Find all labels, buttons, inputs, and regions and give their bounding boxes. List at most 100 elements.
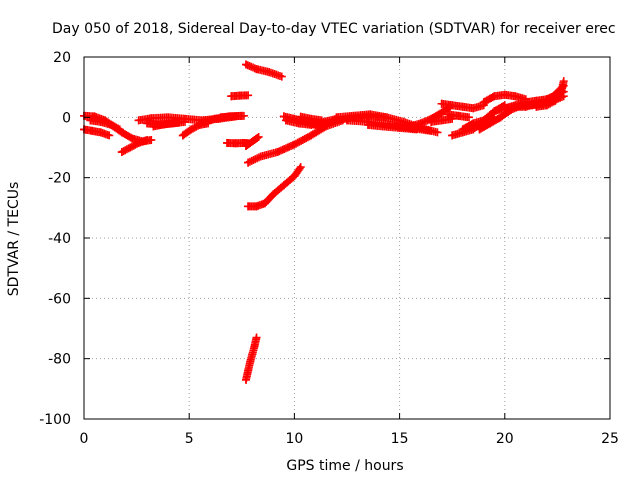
- data-point: [500, 104, 509, 113]
- data-point: [86, 116, 95, 125]
- data-point: [252, 333, 261, 342]
- data-point: [227, 112, 236, 121]
- data-point: [96, 128, 105, 137]
- data-point: [475, 125, 484, 134]
- series-arc-27: [443, 110, 474, 122]
- data-point: [246, 357, 255, 366]
- data-point: [317, 116, 326, 125]
- data-point: [542, 95, 551, 104]
- data-point: [149, 122, 158, 131]
- data-point: [500, 90, 509, 99]
- axis-ticks: 0 5 10 15 20 25 -100 -80 -60 -40 -20 0 20: [39, 50, 619, 447]
- y-tick-label: -40: [48, 231, 71, 247]
- x-tick-label: 5: [185, 431, 194, 447]
- series-arc-3: [86, 116, 124, 134]
- data-point: [265, 68, 274, 77]
- data-point: [115, 125, 124, 134]
- data-point: [443, 110, 452, 119]
- data-point: [296, 163, 305, 172]
- data-point-interp: [247, 156, 256, 165]
- data-point: [458, 102, 467, 111]
- data-point: [496, 113, 505, 122]
- data-point: [231, 139, 240, 148]
- data-point: [290, 140, 299, 149]
- data-point: [511, 92, 520, 101]
- data-point: [549, 92, 558, 101]
- series-arc-25: [427, 114, 457, 126]
- data-point: [252, 65, 261, 74]
- data-point: [511, 101, 520, 110]
- data-point: [486, 119, 495, 128]
- data-point: [416, 119, 425, 128]
- data-point: [227, 92, 236, 101]
- data-point: [454, 111, 463, 120]
- x-tick-label: 25: [601, 431, 619, 447]
- data-point: [250, 342, 259, 351]
- grid: [84, 57, 610, 419]
- data-point: [427, 117, 436, 126]
- data-point: [178, 131, 187, 140]
- data-point: [427, 126, 436, 135]
- series-arc-21: [332, 110, 442, 137]
- data-point: [244, 91, 253, 100]
- series-arc-17: [242, 333, 261, 384]
- data-point: [242, 375, 251, 384]
- data-point: [406, 122, 415, 131]
- data-point: [294, 119, 303, 128]
- series-arc-10: [216, 111, 246, 122]
- data-point: [332, 113, 341, 122]
- data-point-interp: [251, 155, 260, 164]
- data-point: [210, 114, 219, 123]
- x-tick-label: 10: [285, 431, 303, 447]
- y-tick-label: -100: [39, 412, 71, 428]
- data-point-interp: [114, 124, 123, 133]
- data-point: [162, 119, 171, 128]
- data-point-interp: [253, 154, 262, 163]
- series-arc-16: [244, 163, 305, 211]
- series-arc-20: [296, 112, 326, 125]
- data-point: [382, 113, 391, 122]
- data-point: [96, 117, 105, 126]
- data-point: [88, 126, 97, 135]
- series-arc-35: [542, 81, 568, 104]
- series-arc-31: [479, 90, 530, 107]
- data-point: [242, 60, 251, 69]
- x-tick-label: 0: [80, 431, 89, 447]
- series-arc-12: [227, 91, 253, 101]
- data-point: [307, 114, 316, 123]
- data-point: [490, 92, 499, 101]
- data-point: [277, 72, 286, 81]
- data-point: [296, 112, 305, 121]
- data-point: [235, 91, 244, 100]
- data-point: [290, 172, 299, 181]
- data-point: [448, 101, 457, 110]
- data-point: [465, 113, 474, 122]
- data-point-interp: [245, 157, 254, 166]
- data-point: [433, 128, 442, 137]
- data-point: [281, 116, 290, 125]
- data-point: [490, 107, 499, 116]
- data-point: [437, 108, 446, 117]
- data-point: [134, 116, 143, 125]
- data-point: [143, 119, 152, 128]
- data-point: [364, 120, 373, 129]
- data-point: [448, 131, 457, 140]
- data-point: [307, 131, 316, 140]
- data-point: [244, 366, 253, 375]
- data-point: [216, 113, 225, 122]
- data-point: [134, 138, 143, 147]
- data-point: [260, 199, 269, 208]
- data-point: [195, 119, 204, 128]
- y-tick-label: -20: [48, 171, 71, 187]
- data-point: [437, 99, 446, 108]
- data-point: [128, 134, 137, 143]
- data-point: [254, 132, 263, 141]
- data-point: [469, 119, 478, 128]
- data-point: [252, 202, 261, 211]
- series-arc-7: [149, 118, 183, 131]
- series-arc-14: [242, 132, 263, 150]
- data-point: [143, 135, 152, 144]
- data-point: [244, 202, 253, 211]
- data-point: [246, 138, 255, 147]
